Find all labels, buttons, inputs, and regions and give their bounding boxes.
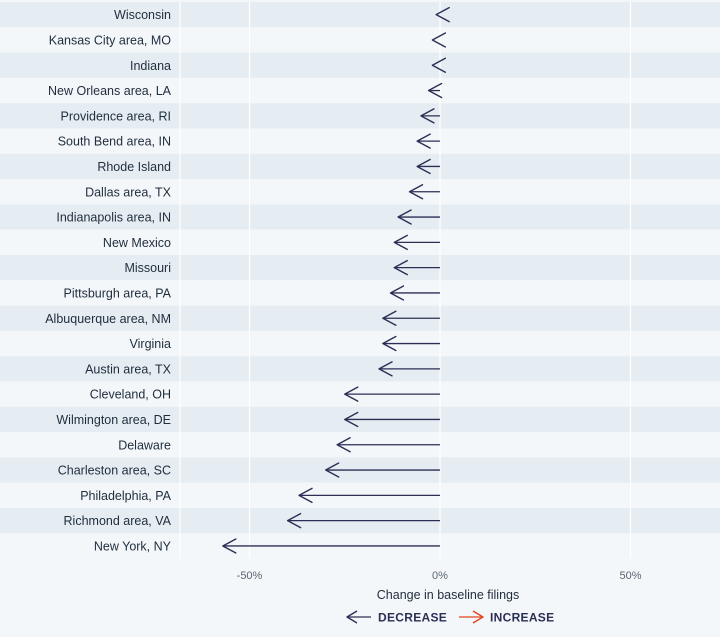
arrow-head: [389, 285, 405, 301]
arrow-mark: [382, 310, 440, 326]
row-label: New York, NY: [94, 539, 172, 553]
row-label: Wisconsin: [114, 8, 171, 22]
row-label: Delaware: [118, 438, 171, 452]
row-label: New Mexico: [103, 236, 171, 250]
row-label: Virginia: [130, 337, 172, 351]
row-label: Richmond area, VA: [64, 514, 172, 528]
arrow-head: [427, 82, 443, 99]
x-tick-label: -50%: [237, 570, 263, 582]
arrow-head: [298, 487, 313, 504]
arrow-head: [378, 361, 393, 377]
row-band: [0, 229, 720, 255]
arrow-head: [344, 411, 359, 428]
row-label: Indiana: [130, 59, 171, 73]
x-tick-label: 0%: [432, 570, 448, 582]
row-label: Kansas City area, MO: [49, 33, 172, 47]
arrow-mark: [431, 32, 447, 48]
arrow-mark: [431, 57, 447, 73]
legend-arrow-head: [346, 610, 358, 624]
row-band: [0, 204, 720, 230]
arrow-mark: [427, 82, 443, 99]
x-axis-title: Change in baseline filings: [377, 588, 519, 602]
row-band: [0, 52, 720, 78]
arrow-mark: [389, 285, 440, 301]
arrow-head: [416, 133, 431, 149]
legend: DECREASE INCREASE: [346, 610, 554, 625]
row-label: Philadelphia, PA: [80, 489, 171, 503]
row-label: Wilmington area, DE: [56, 413, 171, 427]
arrow-mark: [420, 108, 440, 124]
legend-arrow-head: [472, 610, 484, 624]
row-band: [0, 305, 720, 331]
row-label: New Orleans area, LA: [48, 84, 172, 98]
row-band: [0, 280, 720, 306]
arrow-mark: [416, 158, 440, 175]
arrow-head: [416, 158, 431, 175]
arrow-head: [286, 512, 302, 529]
arrow-mark: [382, 335, 440, 352]
row-band: [0, 27, 720, 53]
arrow-head: [435, 6, 450, 23]
arrow-mark: [325, 462, 440, 478]
row-label: Cleveland, OH: [90, 388, 171, 402]
arrow-head: [344, 386, 359, 402]
x-tick-label: 50%: [619, 570, 641, 582]
arrows: [222, 6, 450, 554]
arrow-head: [393, 259, 408, 276]
row-label: Charleston area, SC: [58, 464, 171, 478]
arrow-head: [325, 462, 340, 478]
row-band: [0, 179, 720, 205]
row-label: Rhode Island: [97, 160, 171, 174]
gridlines: [179, 2, 632, 559]
row-label: Pittsburgh area, PA: [64, 286, 172, 300]
row-band: [0, 77, 720, 104]
arrow-head: [382, 310, 397, 326]
arrow-head: [382, 335, 397, 352]
row-band: [0, 153, 720, 180]
arrow-head: [397, 209, 412, 225]
row-label: South Bend area, IN: [58, 135, 171, 149]
row-band: [0, 356, 720, 382]
x-tick-labels: -50% 0% 50%: [237, 570, 642, 582]
arrow-mark: [393, 259, 440, 276]
row-band: [0, 103, 720, 129]
row-band: [0, 255, 720, 281]
arrow-mark: [408, 184, 440, 200]
arrow-head: [431, 57, 447, 73]
arrow-head: [393, 234, 408, 251]
arrow-mark: [298, 487, 440, 504]
row-label: Indianapolis area, IN: [56, 211, 171, 225]
arrow-mark: [344, 411, 440, 428]
row-label: Austin area, TX: [85, 362, 172, 376]
row-bands: [0, 2, 720, 559]
legend-label: DECREASE: [378, 611, 447, 625]
legend-item: INCREASE: [459, 610, 554, 625]
arrow-mark: [344, 386, 440, 402]
arrow-mark: [222, 538, 440, 554]
arrow-head: [420, 108, 435, 124]
row-label: Missouri: [124, 261, 171, 275]
arrow-head: [408, 184, 424, 200]
arrow-head: [431, 32, 447, 48]
arrow-mark: [286, 512, 440, 529]
legend-item: DECREASE: [346, 610, 447, 625]
arrow-head: [336, 437, 351, 453]
arrow-mark: [393, 234, 440, 251]
row-band: [0, 330, 720, 357]
arrow-mark: [336, 437, 440, 453]
arrow-mark: [397, 209, 440, 225]
row-band: [0, 128, 720, 154]
legend-label: INCREASE: [490, 611, 554, 625]
row-label: Dallas area, TX: [85, 185, 172, 199]
row-label: Albuquerque area, NM: [45, 312, 171, 326]
arrow-mark: [435, 6, 450, 23]
row-band: [0, 2, 720, 28]
row-label: Providence area, RI: [61, 109, 171, 123]
arrow-mark: [416, 133, 440, 149]
row-labels: Wisconsin Kansas City area, MO Indiana New …: [45, 8, 171, 553]
arrow-head: [222, 538, 237, 554]
arrow-mark: [378, 361, 440, 377]
